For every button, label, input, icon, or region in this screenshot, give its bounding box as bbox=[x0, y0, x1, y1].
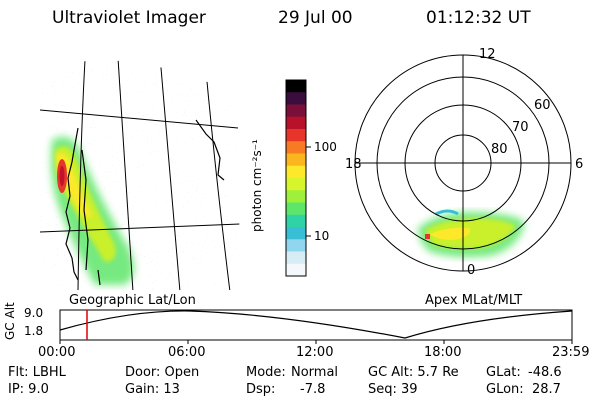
glon-value: 28.7 bbox=[532, 382, 561, 397]
timeline-y-tick-1: 1.8 bbox=[24, 324, 44, 338]
mlat-label-80: 80 bbox=[491, 142, 508, 157]
timeline-x-tick-2359: 23:59 bbox=[552, 345, 590, 360]
colorbar-band bbox=[286, 116, 306, 130]
dsp-value: -7.8 bbox=[300, 382, 326, 397]
gain-info: Gain: 13 bbox=[125, 382, 180, 397]
mlt-label-0: 0 bbox=[467, 263, 476, 278]
colorbar-band bbox=[286, 80, 306, 93]
filter-info: Flt: LBHL bbox=[8, 365, 66, 380]
mlat-label-60: 60 bbox=[534, 98, 551, 113]
dsp-label: Dsp: bbox=[246, 382, 276, 397]
instrument-title: Ultraviolet Imager bbox=[52, 8, 206, 28]
colorbar-band bbox=[286, 190, 306, 203]
timeline-x-tick-0600: 06:00 bbox=[168, 345, 206, 360]
glat-value: -48.6 bbox=[528, 365, 562, 380]
timeline-x-tick-0000: 00:00 bbox=[38, 345, 76, 360]
colorbar-band bbox=[286, 92, 306, 105]
colorbar-band bbox=[286, 214, 306, 228]
geographic-label: Geographic Lat/Lon bbox=[69, 293, 196, 308]
colorbar-label: photon cm⁻²s⁻¹ bbox=[250, 139, 264, 232]
colorbar-band bbox=[286, 153, 306, 167]
timeline-plot bbox=[59, 309, 573, 344]
colorbar-band bbox=[286, 202, 306, 216]
colorbar-band bbox=[286, 141, 306, 154]
geographic-image bbox=[40, 60, 240, 290]
colorbar-band bbox=[286, 227, 306, 240]
mlt-label-18: 18 bbox=[345, 157, 362, 172]
colorbar-band bbox=[286, 165, 306, 179]
gc-alt-info: GC Alt: 5.7 Re bbox=[368, 365, 459, 380]
colorbar-band bbox=[286, 104, 306, 118]
colorbar-band bbox=[286, 178, 306, 191]
colorbar-tick-10: 10 bbox=[314, 229, 330, 243]
polar-image bbox=[408, 209, 525, 264]
seq-info: Seq: 39 bbox=[368, 382, 418, 397]
mlat-label-70: 70 bbox=[512, 120, 529, 135]
time-label: 01:12:32 UT bbox=[426, 8, 531, 28]
timeline-y-tick-9: 9.0 bbox=[24, 306, 44, 320]
colorbar-band bbox=[286, 263, 306, 277]
colorbar-tick-100: 100 bbox=[314, 140, 337, 154]
mode-value: Normal bbox=[291, 365, 339, 380]
colorbar-band bbox=[286, 239, 306, 252]
timeline-x-tick-1800: 18:00 bbox=[424, 345, 462, 360]
colorbar-band bbox=[286, 129, 306, 142]
timeline-y-label: GC Alt bbox=[3, 302, 17, 340]
mlt-label-12: 12 bbox=[479, 47, 496, 62]
colorbar bbox=[286, 80, 306, 277]
glat-label: GLat: bbox=[486, 365, 521, 380]
mlt-label-6: 6 bbox=[575, 157, 584, 172]
mode-label: Mode: bbox=[246, 365, 286, 380]
polar-label: Apex MLat/MLT bbox=[425, 293, 523, 308]
door-info: Door: Open bbox=[125, 365, 200, 380]
date-label: 29 Jul 00 bbox=[278, 8, 353, 28]
geographic-grid bbox=[40, 60, 240, 290]
timeline-x-tick-1200: 12:00 bbox=[296, 345, 334, 360]
polar-grid bbox=[354, 54, 572, 272]
ip-info: IP: 9.0 bbox=[8, 382, 49, 397]
glon-label: GLon: bbox=[486, 382, 524, 397]
colorbar-band bbox=[286, 251, 306, 265]
